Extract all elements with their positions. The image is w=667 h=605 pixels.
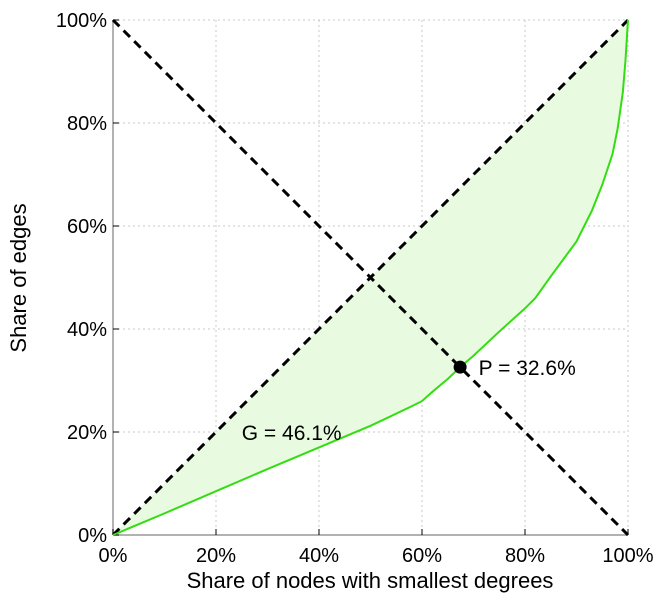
x-axis-label: Share of nodes with smallest degrees (187, 568, 554, 593)
tick-labels-layer: 0% 20% 40% 60% 80% 100% 0% 20% 40% 60% 80% 100% (56, 10, 654, 567)
y-tick-label-3: 60% (67, 216, 107, 238)
x-tick-label-2: 40% (299, 545, 339, 567)
y-tick-label-2: 40% (67, 319, 107, 341)
x-tick-label-3: 60% (402, 545, 442, 567)
x-tick-label-0: 0% (99, 545, 128, 567)
y-tick-label-4: 80% (67, 113, 107, 135)
lorenz-curve (112, 19, 629, 536)
y-tick-label-1: 20% (67, 422, 107, 444)
annotations-layer: G = 46.1% P = 32.6% (242, 357, 576, 445)
reference-lines-layer (111, 18, 630, 537)
x-tick-label-1: 20% (196, 545, 236, 567)
series-layer (112, 19, 629, 536)
y-axis-label: Share of edges (6, 203, 31, 352)
p-annotation: P = 32.6% (479, 357, 576, 380)
y-tick-label-0: 0% (78, 525, 107, 547)
y-tick-label-5: 100% (56, 10, 107, 32)
x-tick-label-5: 100% (602, 545, 653, 567)
gini-annotation: G = 46.1% (242, 422, 342, 445)
anti-diagonal-line (111, 18, 630, 537)
marker-layer (453, 360, 467, 374)
intersection-point (453, 360, 467, 374)
x-tick-label-4: 80% (505, 545, 545, 567)
